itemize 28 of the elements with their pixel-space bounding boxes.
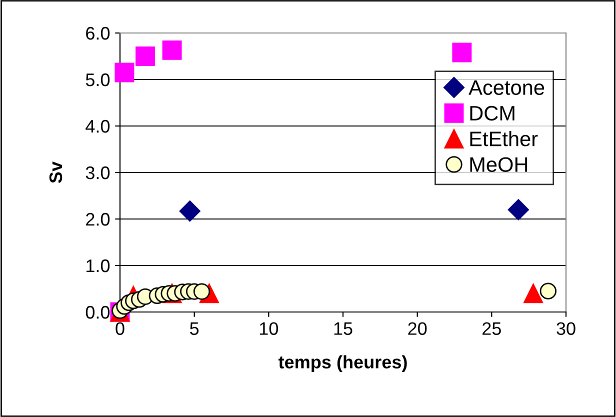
point: [179, 200, 200, 222]
x-tick-label: 25: [482, 322, 501, 335]
legend-label: EtEther: [470, 130, 538, 146]
point: [162, 40, 182, 60]
point: [452, 42, 472, 62]
point: [540, 282, 556, 300]
x-tick-label: 5: [190, 322, 199, 335]
y-tick-label: 1.0: [86, 259, 110, 272]
y-axis-title: Sv: [49, 162, 62, 184]
x-tick-label: 0: [116, 322, 124, 335]
x-axis-title: temps (heures): [278, 355, 407, 372]
x-tick-label: 15: [334, 322, 352, 335]
point: [114, 62, 134, 82]
point: [508, 199, 529, 220]
legend-label: MeOH: [470, 157, 528, 172]
legend-label: DCM: [470, 106, 514, 121]
y-tick-label: 4.0: [86, 120, 110, 133]
y-tick-label: 0.0: [86, 306, 110, 319]
point: [524, 284, 544, 304]
x-tick-label: 30: [556, 322, 576, 335]
x-tick-label: 10: [260, 322, 278, 335]
y-tick-label: 2.0: [86, 212, 110, 226]
y-tick-label: 6.0: [86, 26, 110, 40]
y-tick-label: 3.0: [86, 166, 110, 180]
legend-label: Acetone: [468, 80, 544, 95]
x-tick-label: 20: [408, 322, 427, 335]
point: [136, 46, 155, 66]
y-tick-label: 5.0: [86, 73, 110, 86]
